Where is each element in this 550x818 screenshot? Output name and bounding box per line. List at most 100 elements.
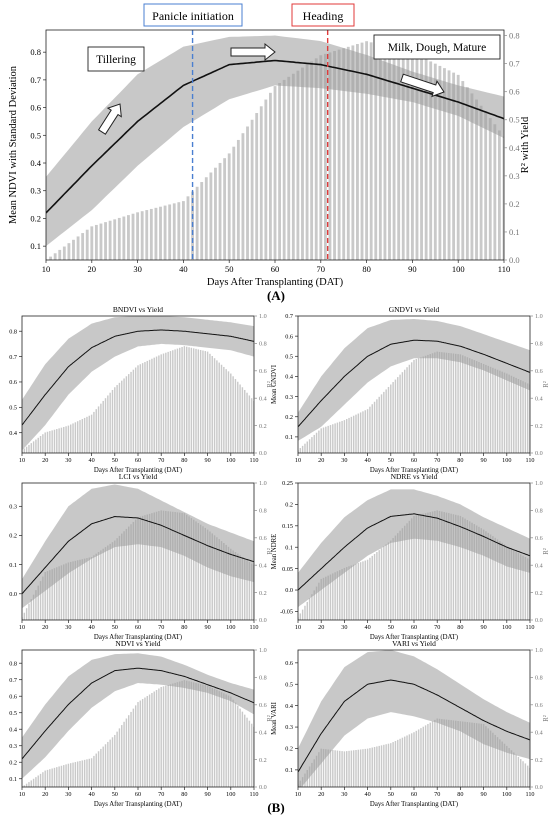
- r2-bar: [429, 722, 431, 787]
- r2-bar: [387, 542, 390, 620]
- r2-bar: [246, 717, 248, 787]
- r2-bar: [192, 348, 195, 453]
- y2-tick-label: 0.8: [535, 508, 543, 515]
- r2-bar: [25, 783, 28, 787]
- r2-bar: [209, 353, 211, 453]
- x-tick-label: 70: [434, 457, 440, 464]
- r2-bar: [188, 681, 190, 787]
- y2-tick-label: 0.2: [535, 590, 543, 597]
- r2-bar: [517, 552, 520, 620]
- r2-bar: [506, 745, 508, 787]
- r2-bar: [83, 759, 86, 787]
- r2-bar: [28, 782, 30, 787]
- y2-tick-label: 0.4: [259, 395, 267, 402]
- r2-bar: [355, 750, 357, 787]
- r2-bar: [241, 711, 244, 787]
- r2-bar: [121, 380, 123, 453]
- r2-bar: [383, 546, 385, 620]
- x-tick-label: 100: [226, 791, 235, 798]
- r2-bar: [145, 210, 149, 260]
- r2-bar: [417, 514, 420, 620]
- y2-tick-label: 0.2: [535, 757, 543, 764]
- r2-bar: [325, 426, 327, 453]
- r2-bar: [204, 351, 206, 453]
- x-tick-label: 30: [341, 624, 347, 631]
- r2-bar: [117, 217, 121, 260]
- r2-bar: [436, 351, 438, 453]
- x-tick-label: 100: [226, 457, 235, 464]
- r2-bar: [473, 360, 476, 453]
- r2-bar: [487, 365, 489, 453]
- r2-bar: [501, 371, 503, 453]
- r2-bar: [148, 359, 151, 453]
- r2-bar: [318, 430, 320, 453]
- y2-tick-label: 1.0: [535, 480, 543, 487]
- r2-bar: [37, 437, 39, 453]
- r2-bar: [496, 737, 499, 787]
- r2-bar: [470, 93, 474, 260]
- r2-bar: [100, 550, 102, 620]
- r2-bar: [163, 205, 167, 260]
- r2-bar: [62, 246, 66, 260]
- r2-bar: [151, 513, 153, 620]
- r2-bar: [244, 558, 246, 620]
- r2-bar: [348, 566, 350, 620]
- x-tick-label: 40: [365, 624, 371, 631]
- y2-tick-label: 0.6: [535, 368, 543, 375]
- r2-bar: [499, 370, 501, 453]
- r2-bar: [169, 511, 172, 620]
- r2-bar: [76, 560, 79, 620]
- x-tick-label: 30: [341, 457, 347, 464]
- sd-band: [298, 319, 530, 441]
- r2-bar: [417, 358, 420, 453]
- r2-bar: [216, 360, 218, 453]
- r2-bar: [366, 409, 369, 453]
- r2-bar: [496, 539, 499, 620]
- r2-bar: [176, 348, 179, 453]
- y-tick-label: 0.1: [9, 776, 17, 783]
- r2-bar: [74, 762, 77, 787]
- phase-label: Tillering: [96, 54, 136, 66]
- x-tick-label: 90: [408, 264, 417, 274]
- r2-bar: [192, 519, 195, 620]
- x-axis-label: Days After Transplanting (DAT): [207, 277, 344, 288]
- plot-area: [22, 316, 254, 453]
- r2-bar: [429, 512, 431, 620]
- r2-bar: [373, 746, 376, 787]
- r2-bar: [181, 512, 183, 620]
- r2-bar: [431, 511, 434, 620]
- r2-bar: [86, 416, 88, 453]
- r2-bar: [327, 425, 329, 453]
- x-tick-label: 20: [318, 791, 324, 798]
- r2-bar: [111, 542, 114, 620]
- r2-bar: [209, 686, 211, 787]
- r2-bar: [93, 411, 95, 453]
- r2-bar: [220, 364, 223, 453]
- r2-bar: [438, 510, 441, 620]
- y2-tick-label: 0.6: [535, 702, 543, 709]
- r2-bar: [464, 356, 466, 453]
- r2-bar: [25, 608, 28, 620]
- x-axis-label: Days After Transplanting (DAT): [370, 467, 458, 474]
- r2-bar: [455, 720, 457, 787]
- r2-bar: [406, 367, 408, 453]
- r2-bar: [502, 136, 504, 260]
- r2-bar: [339, 750, 341, 787]
- r2-bar: [362, 561, 364, 620]
- r2-bar: [83, 558, 86, 620]
- x-tick-label: 90: [205, 791, 211, 798]
- r2-bar: [526, 558, 529, 620]
- r2-bar: [310, 61, 314, 260]
- r2-bar: [459, 354, 462, 453]
- r2-bar: [480, 723, 482, 787]
- y-axis-label: Mean VARI: [271, 701, 278, 735]
- y-tick-label: 0.7: [30, 75, 41, 85]
- y-tick-label: 0.5: [285, 353, 293, 360]
- y2-tick-label: 0.8: [259, 341, 267, 348]
- r2-bar: [241, 556, 244, 620]
- x-tick-label: 40: [365, 791, 371, 798]
- r2-bar: [58, 249, 62, 260]
- sd-band: [22, 653, 254, 779]
- y-tick-label: 0.8: [9, 660, 17, 667]
- r2-bar: [32, 778, 35, 787]
